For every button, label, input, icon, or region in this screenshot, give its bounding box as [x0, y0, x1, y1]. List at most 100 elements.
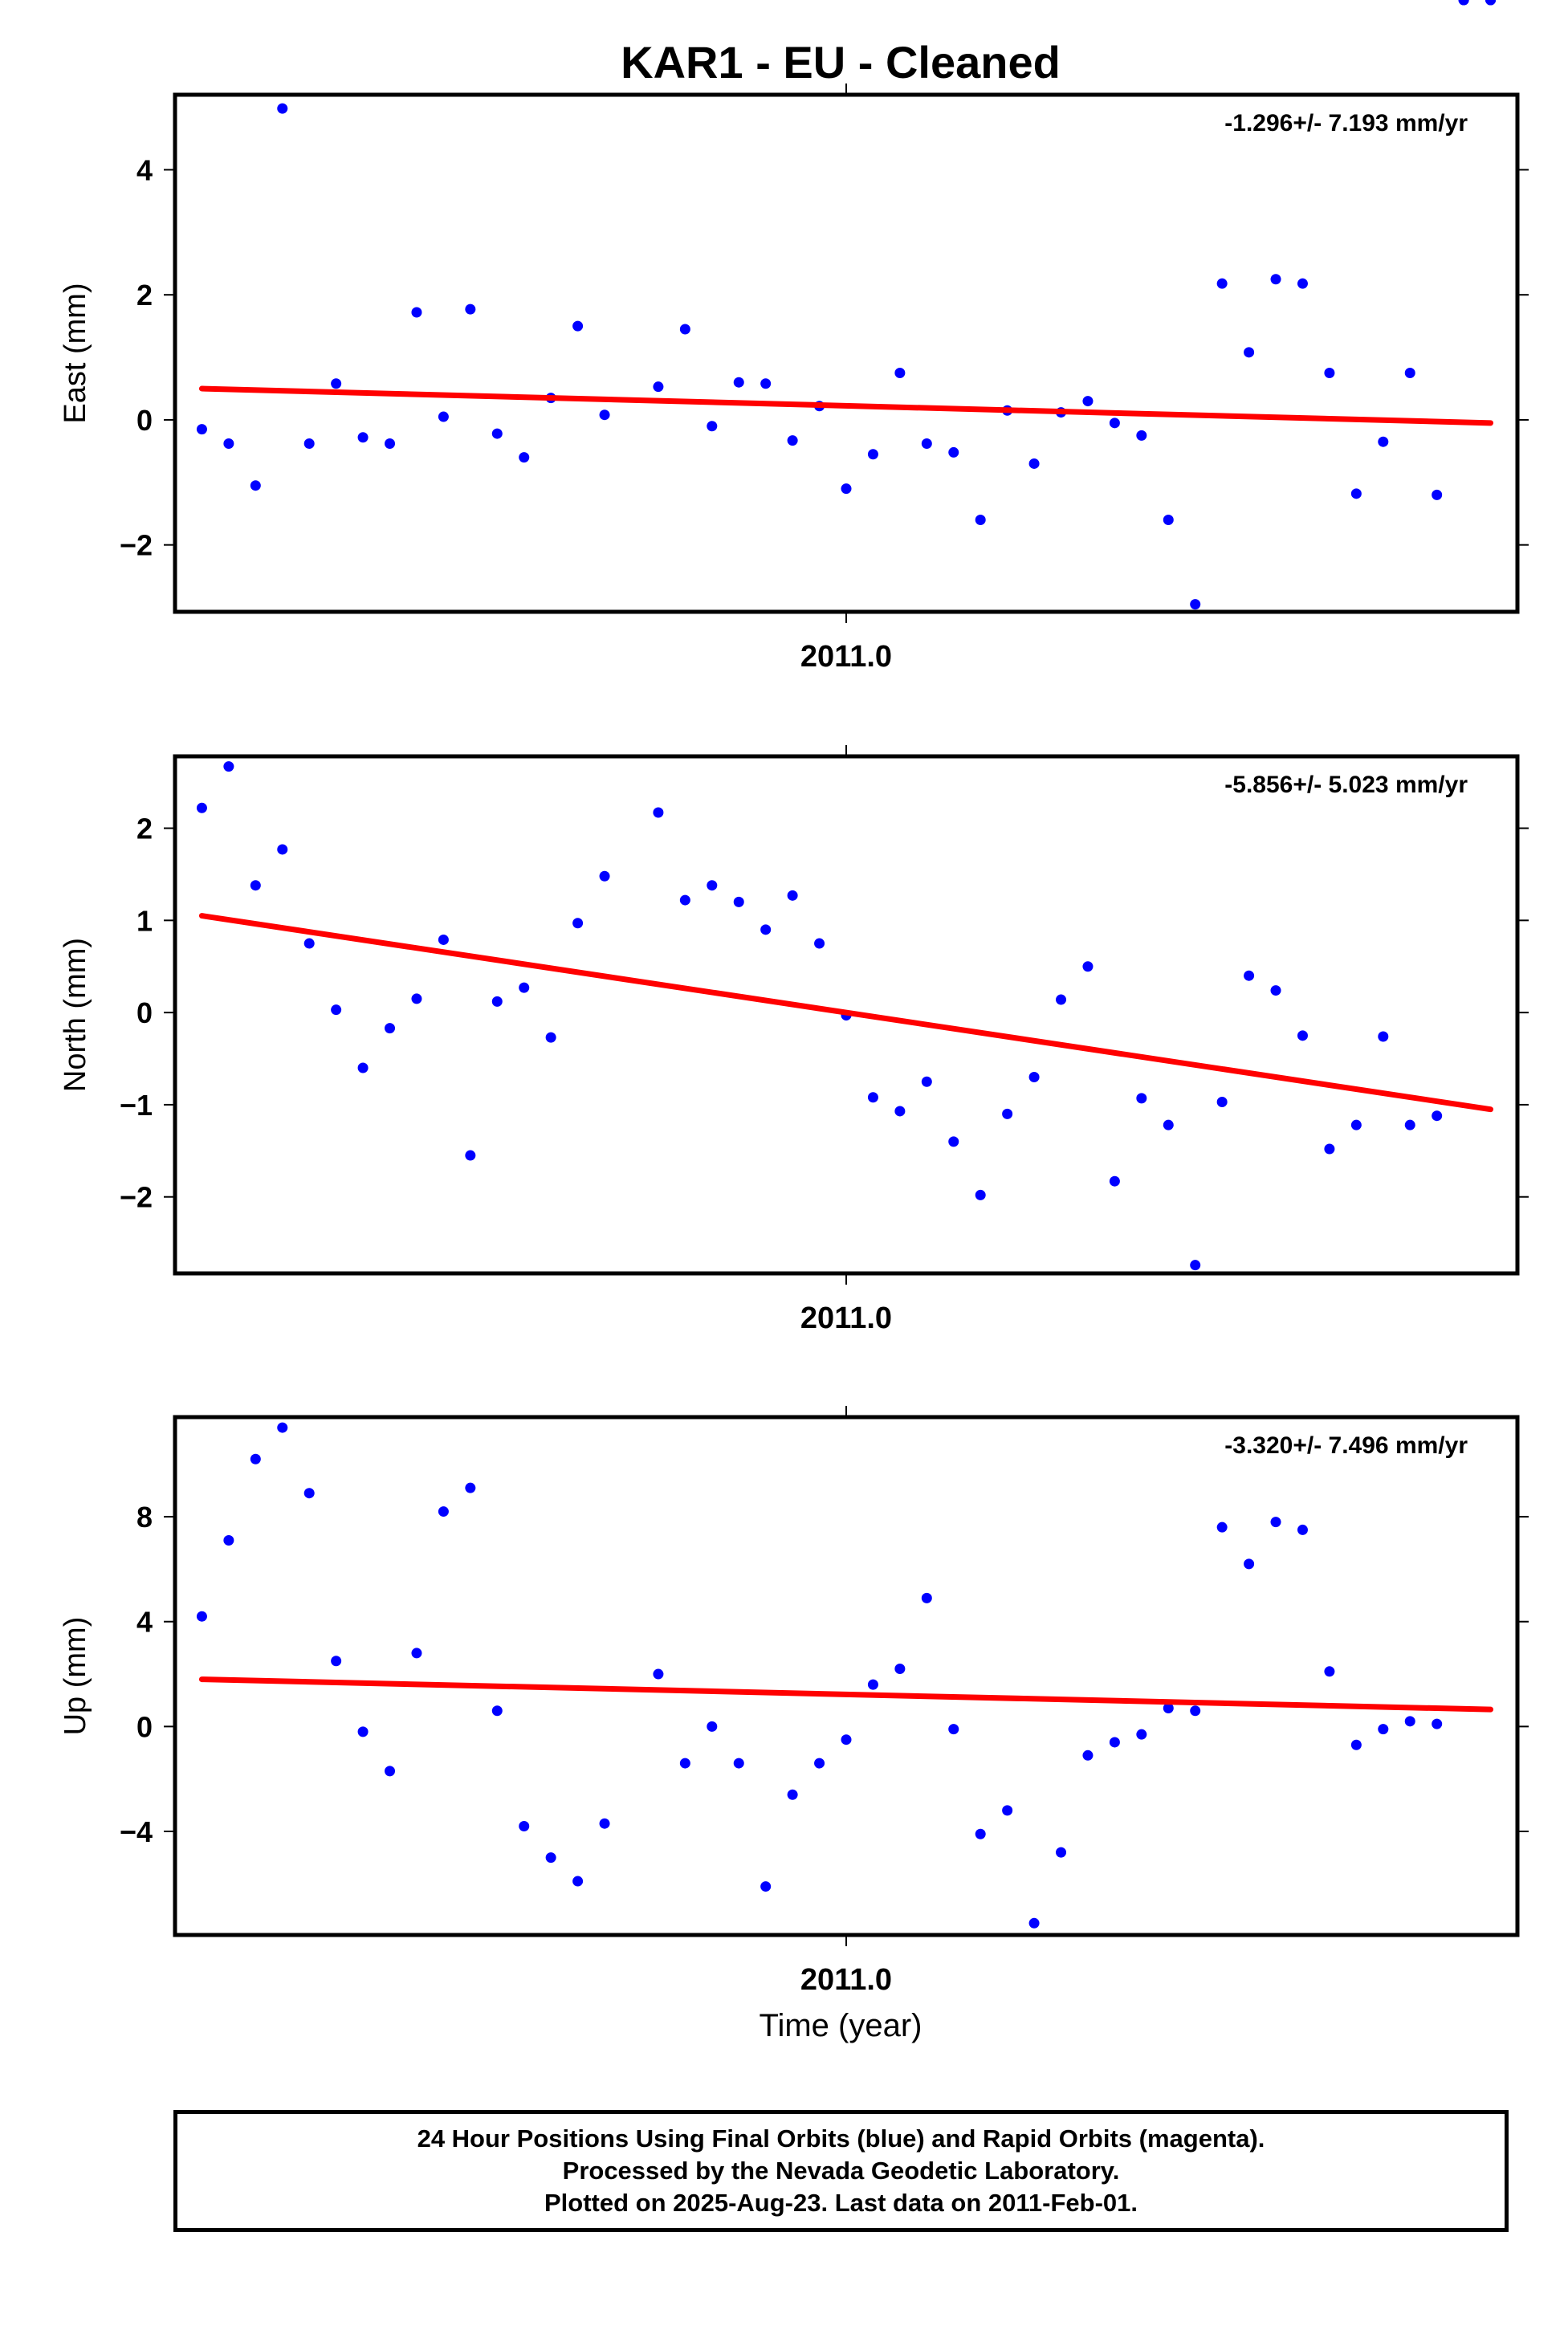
data-point: [1324, 368, 1335, 379]
trend-line: [198, 913, 1494, 1113]
data-point: [948, 446, 959, 458]
data-point: [491, 996, 503, 1007]
data-point: [223, 438, 234, 450]
x-tick-label: 2011.0: [800, 1963, 892, 1997]
data-point: [250, 880, 261, 891]
data-point: [841, 483, 852, 495]
data-point: [814, 938, 825, 949]
data-point: [733, 377, 744, 388]
data-point: [1270, 1517, 1281, 1528]
data-point: [572, 1876, 584, 1887]
data-point: [223, 1534, 234, 1546]
data-point: [1082, 961, 1094, 972]
data-point: [465, 1482, 476, 1493]
data-point: [1216, 1521, 1228, 1533]
data-point: [1028, 1071, 1040, 1082]
data-point: [1270, 985, 1281, 996]
panel-1: −2 0 2 4 2011.0 East (mm) -1.296+/- 7.193 mm/y…: [59, 0, 1529, 674]
data-point: [1297, 1030, 1308, 1041]
data-point: [921, 1076, 932, 1087]
data-point: [519, 452, 530, 463]
data-point: [867, 449, 878, 460]
y-tick-label: −1: [120, 1089, 153, 1122]
data-point: [303, 1488, 315, 1499]
data-point: [1432, 1110, 1443, 1122]
data-point: [1378, 1724, 1389, 1735]
x-tick-label: 2011.0: [800, 640, 892, 674]
data-point: [545, 1852, 556, 1864]
data-point: [196, 802, 207, 813]
data-point: [385, 438, 396, 450]
data-point: [894, 1664, 906, 1675]
data-point: [1404, 1716, 1415, 1727]
data-point: [357, 432, 369, 443]
data-point: [894, 1106, 906, 1117]
data-point: [948, 1724, 959, 1735]
data-point: [277, 844, 288, 855]
data-point: [331, 1004, 342, 1016]
footer-box: 24 Hour Positions Using Final Orbits (bl…: [173, 2110, 1509, 2232]
data-point: [1082, 396, 1094, 407]
y-axis-label: North (mm): [59, 938, 92, 1092]
data-point: [1109, 1737, 1120, 1748]
data-point: [1485, 0, 1497, 6]
data-point: [787, 1789, 798, 1800]
data-point: [331, 1656, 342, 1667]
data-point: [1270, 274, 1281, 285]
data-point: [1028, 458, 1040, 469]
data-point: [250, 480, 261, 491]
data-point: [975, 1189, 986, 1200]
data-point: [760, 924, 772, 935]
data-point: [599, 1818, 610, 1829]
x-tick-label: 2011.0: [800, 1301, 892, 1335]
data-point: [1163, 1119, 1174, 1130]
data-point: [679, 324, 690, 335]
data-point: [277, 103, 288, 114]
data-point: [519, 1820, 530, 1831]
data-point: [1297, 1524, 1308, 1535]
data-point: [948, 1136, 959, 1147]
data-point: [1350, 488, 1362, 499]
data-point: [1190, 599, 1201, 610]
data-point: [303, 938, 315, 949]
rate-label: -1.296+/- 7.193 mm/yr: [1224, 110, 1468, 136]
footer-line-1: 24 Hour Positions Using Final Orbits (bl…: [417, 2124, 1265, 2153]
data-point: [491, 428, 503, 439]
data-point: [653, 807, 664, 818]
y-tick-label: 4: [136, 153, 153, 186]
data-point: [411, 307, 422, 318]
data-point: [1324, 1666, 1335, 1677]
data-point: [277, 1422, 288, 1433]
data-point: [572, 320, 584, 332]
data-point: [975, 515, 986, 526]
data-point: [1244, 970, 1255, 981]
data-point: [733, 1758, 744, 1769]
data-point: [491, 1705, 503, 1717]
data-point: [1190, 1260, 1201, 1271]
data-point: [411, 993, 422, 1004]
data-point: [1432, 1718, 1443, 1729]
data-point: [196, 424, 207, 435]
data-point: [599, 409, 610, 421]
data-point: [841, 1734, 852, 1745]
data-point: [1163, 1703, 1174, 1714]
data-point: [975, 1828, 986, 1839]
y-tick-label: 2: [136, 813, 153, 845]
data-point: [787, 435, 798, 446]
x-axis-label: Time (year): [760, 2008, 922, 2043]
y-axis-label: Up (mm): [59, 1617, 92, 1736]
data-point: [1056, 1847, 1067, 1858]
data-point: [572, 918, 584, 929]
data-point: [1244, 347, 1255, 358]
data-point: [1163, 515, 1174, 526]
data-point: [196, 1611, 207, 1622]
data-point: [519, 982, 530, 993]
data-point: [1458, 0, 1469, 6]
data-point: [1109, 418, 1120, 429]
plot-frame: [173, 92, 1520, 614]
data-point: [465, 303, 476, 315]
data-point: [921, 1592, 932, 1603]
data-point: [1109, 1175, 1120, 1187]
data-point: [1056, 994, 1067, 1005]
